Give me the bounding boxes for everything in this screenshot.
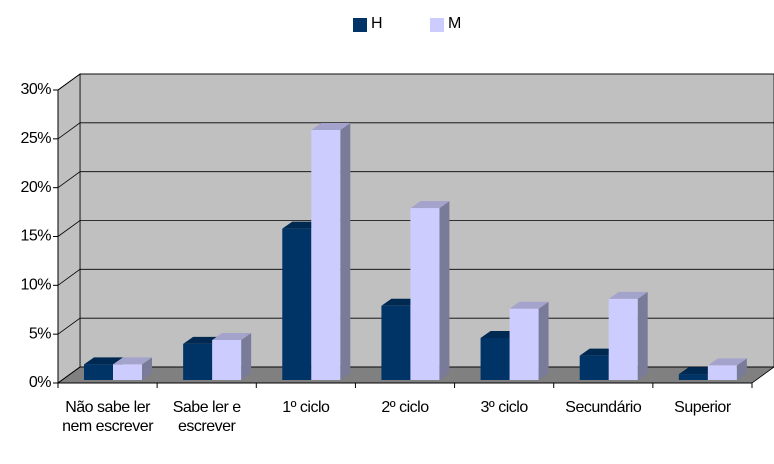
bar-side bbox=[637, 291, 648, 380]
grid-line bbox=[57, 171, 774, 188]
bar-side bbox=[736, 358, 747, 380]
bar bbox=[113, 357, 152, 380]
bar-front bbox=[608, 298, 638, 380]
bar-side bbox=[538, 301, 549, 380]
bar-front bbox=[282, 228, 312, 380]
grid-line bbox=[57, 122, 774, 140]
bar-front bbox=[113, 364, 142, 380]
bar-front bbox=[707, 365, 737, 380]
legend-label: H bbox=[371, 15, 383, 32]
bar bbox=[608, 291, 648, 380]
y-tick-label: 10% bbox=[20, 277, 51, 294]
y-tick-label: 15% bbox=[20, 228, 51, 245]
bar-side bbox=[142, 357, 152, 380]
bar-front bbox=[480, 338, 510, 380]
bar bbox=[509, 301, 549, 380]
bar bbox=[410, 201, 450, 380]
bar bbox=[311, 122, 351, 381]
bar bbox=[707, 358, 747, 380]
bar-side bbox=[340, 122, 351, 381]
bar-front bbox=[381, 305, 411, 380]
grid-line bbox=[57, 268, 774, 286]
bar-front bbox=[579, 355, 609, 380]
x-tick-label: Superior bbox=[674, 399, 731, 416]
x-tick-label: Sabe ler e escrever bbox=[172, 399, 241, 435]
bar-front bbox=[212, 339, 242, 380]
bar-top bbox=[707, 358, 747, 366]
bar-top bbox=[113, 357, 152, 365]
bar-front bbox=[183, 343, 213, 380]
bar-front bbox=[410, 208, 440, 380]
bar-front bbox=[311, 129, 341, 380]
bar bbox=[212, 332, 252, 380]
x-tick-label: Secundário bbox=[565, 399, 642, 416]
legend-swatch bbox=[353, 18, 367, 32]
bar-top bbox=[84, 357, 123, 365]
y-tick-label: 25% bbox=[20, 130, 51, 147]
x-tick-label: 2º ciclo bbox=[381, 399, 429, 416]
bar-side bbox=[241, 332, 252, 380]
legend-label: M bbox=[448, 15, 461, 32]
bar-top bbox=[608, 291, 648, 299]
bar-top bbox=[212, 332, 252, 340]
bar-front bbox=[678, 374, 708, 380]
bar-top bbox=[410, 201, 450, 209]
bar-front bbox=[509, 308, 539, 380]
y-tick-label: 5% bbox=[29, 325, 51, 342]
grid-line bbox=[57, 73, 774, 91]
x-tick-label: Não sabe ler nem escrever bbox=[62, 399, 154, 435]
x-tick-label: 3º ciclo bbox=[480, 399, 529, 416]
x-tick-label: 1º ciclo bbox=[282, 399, 330, 416]
grid-line bbox=[57, 220, 774, 237]
bar-side bbox=[439, 201, 450, 380]
y-tick-label: 30% bbox=[20, 81, 51, 98]
bar-front bbox=[84, 364, 113, 380]
bar-top bbox=[509, 301, 549, 309]
y-tick-label: 20% bbox=[20, 179, 51, 196]
legend-swatch bbox=[430, 18, 444, 32]
bar-top bbox=[311, 122, 351, 130]
y-tick-label: 0% bbox=[29, 374, 51, 391]
